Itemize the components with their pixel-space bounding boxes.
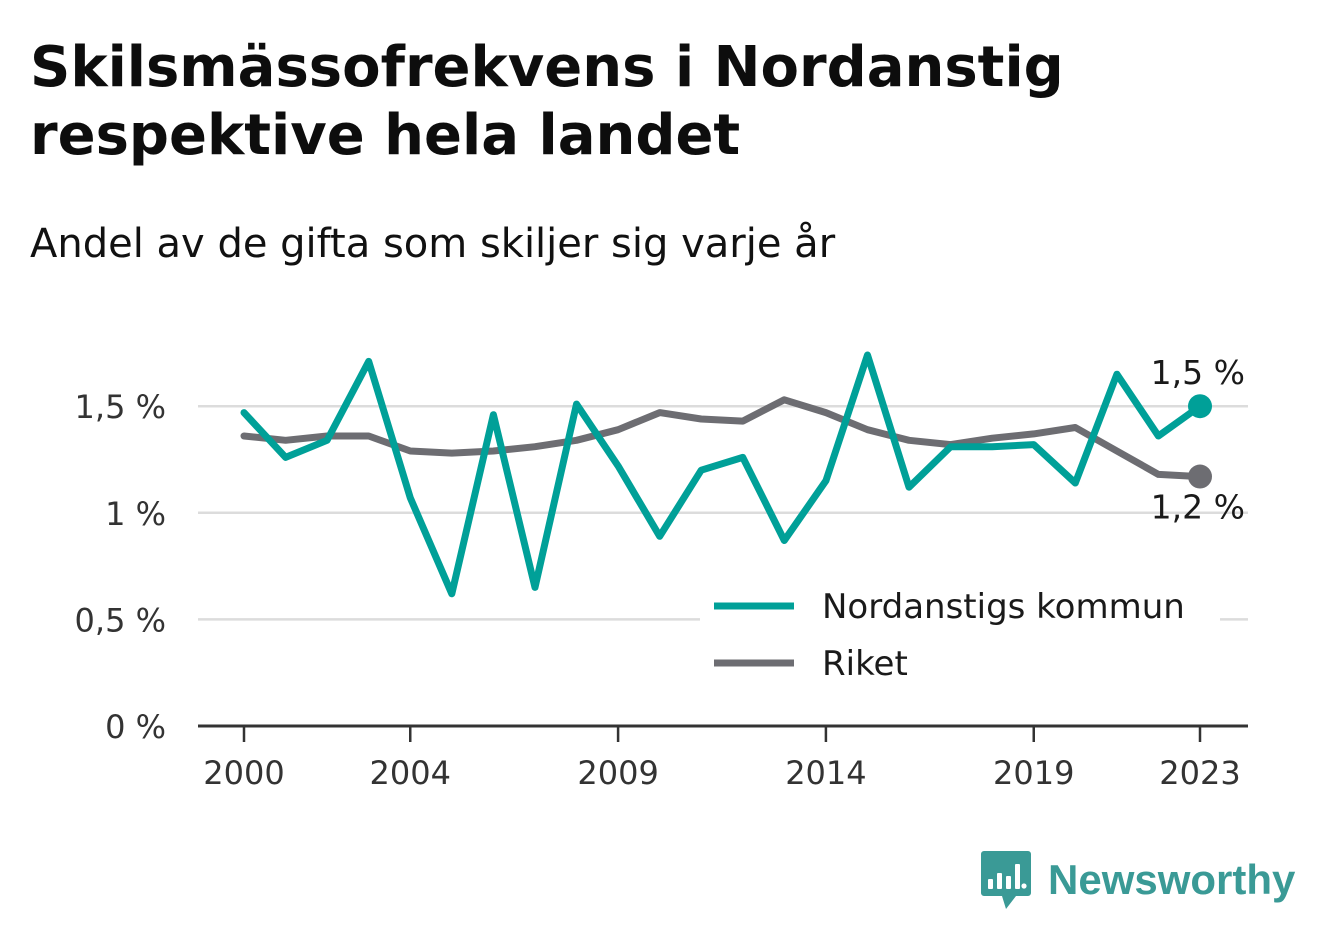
legend: Nordanstigs kommun Riket: [700, 580, 1220, 692]
chart-subtitle: Andel av de gifta som skiljer sig varje …: [30, 221, 836, 267]
x-tick-label: 2009: [577, 754, 658, 792]
y-tick-label: 1,5 %: [75, 388, 166, 426]
end-label-riket: 1,2 %: [1151, 488, 1245, 527]
series-end-point: [1188, 394, 1212, 419]
series-line-riket: [240, 396, 1204, 481]
legend-background: [700, 580, 1220, 692]
y-tick-label: 0 %: [105, 708, 166, 746]
x-axis: 2000 2004 2009 2014 2019 2023: [198, 724, 1248, 792]
legend-label: Nordanstigs kommun: [822, 587, 1185, 627]
x-tick-label: 2000: [203, 754, 284, 792]
chart-title: Skilsmässofrekvens i Nordanstig respekti…: [30, 35, 1064, 168]
x-tick-label: 2019: [993, 754, 1074, 792]
series-line-nordanstig: [240, 351, 1204, 598]
series-lines: 1,5 % 1,2 %: [240, 351, 1245, 598]
x-tick-label: 2023: [1159, 754, 1240, 792]
end-label-nordanstig: 1,5 %: [1151, 353, 1245, 392]
y-tick-label: 0,5 %: [75, 601, 166, 639]
series-end-point: [1188, 464, 1212, 489]
y-axis: 0 % 0,5 % 1 % 1,5 %: [75, 388, 166, 746]
x-tick-label: 2014: [785, 754, 866, 792]
newsworthy-logo: Newsworthy: [980, 848, 1295, 912]
bar-chart-speech-bubble-icon: [981, 851, 1031, 909]
x-tick-label: 2004: [370, 754, 451, 792]
legend-label: Riket: [822, 644, 908, 684]
brand-name: Newsworthy: [1048, 856, 1296, 903]
y-tick-label: 1 %: [105, 495, 166, 533]
